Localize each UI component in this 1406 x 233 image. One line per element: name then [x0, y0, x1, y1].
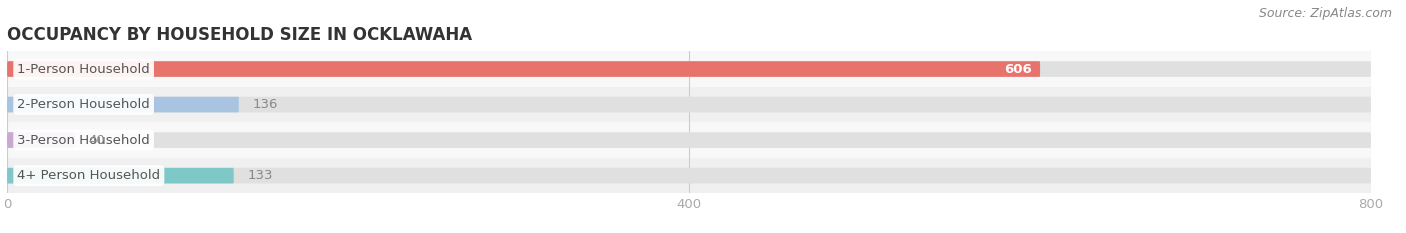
FancyBboxPatch shape: [7, 122, 1371, 158]
FancyBboxPatch shape: [7, 132, 1371, 148]
Text: 40: 40: [89, 134, 105, 147]
FancyBboxPatch shape: [7, 168, 233, 183]
FancyBboxPatch shape: [7, 158, 1371, 193]
FancyBboxPatch shape: [7, 61, 1371, 77]
Text: 3-Person Household: 3-Person Household: [17, 134, 150, 147]
FancyBboxPatch shape: [7, 132, 76, 148]
Text: 606: 606: [1004, 62, 1032, 75]
Text: 2-Person Household: 2-Person Household: [17, 98, 150, 111]
FancyBboxPatch shape: [7, 97, 239, 112]
Text: 1-Person Household: 1-Person Household: [17, 62, 150, 75]
Text: OCCUPANCY BY HOUSEHOLD SIZE IN OCKLAWAHA: OCCUPANCY BY HOUSEHOLD SIZE IN OCKLAWAHA: [7, 26, 472, 44]
Text: 133: 133: [247, 169, 273, 182]
FancyBboxPatch shape: [7, 51, 1371, 87]
Text: 136: 136: [253, 98, 278, 111]
Text: Source: ZipAtlas.com: Source: ZipAtlas.com: [1258, 7, 1392, 20]
FancyBboxPatch shape: [7, 97, 1371, 112]
FancyBboxPatch shape: [7, 168, 1371, 183]
FancyBboxPatch shape: [7, 87, 1371, 122]
FancyBboxPatch shape: [7, 61, 1040, 77]
Text: 4+ Person Household: 4+ Person Household: [17, 169, 160, 182]
